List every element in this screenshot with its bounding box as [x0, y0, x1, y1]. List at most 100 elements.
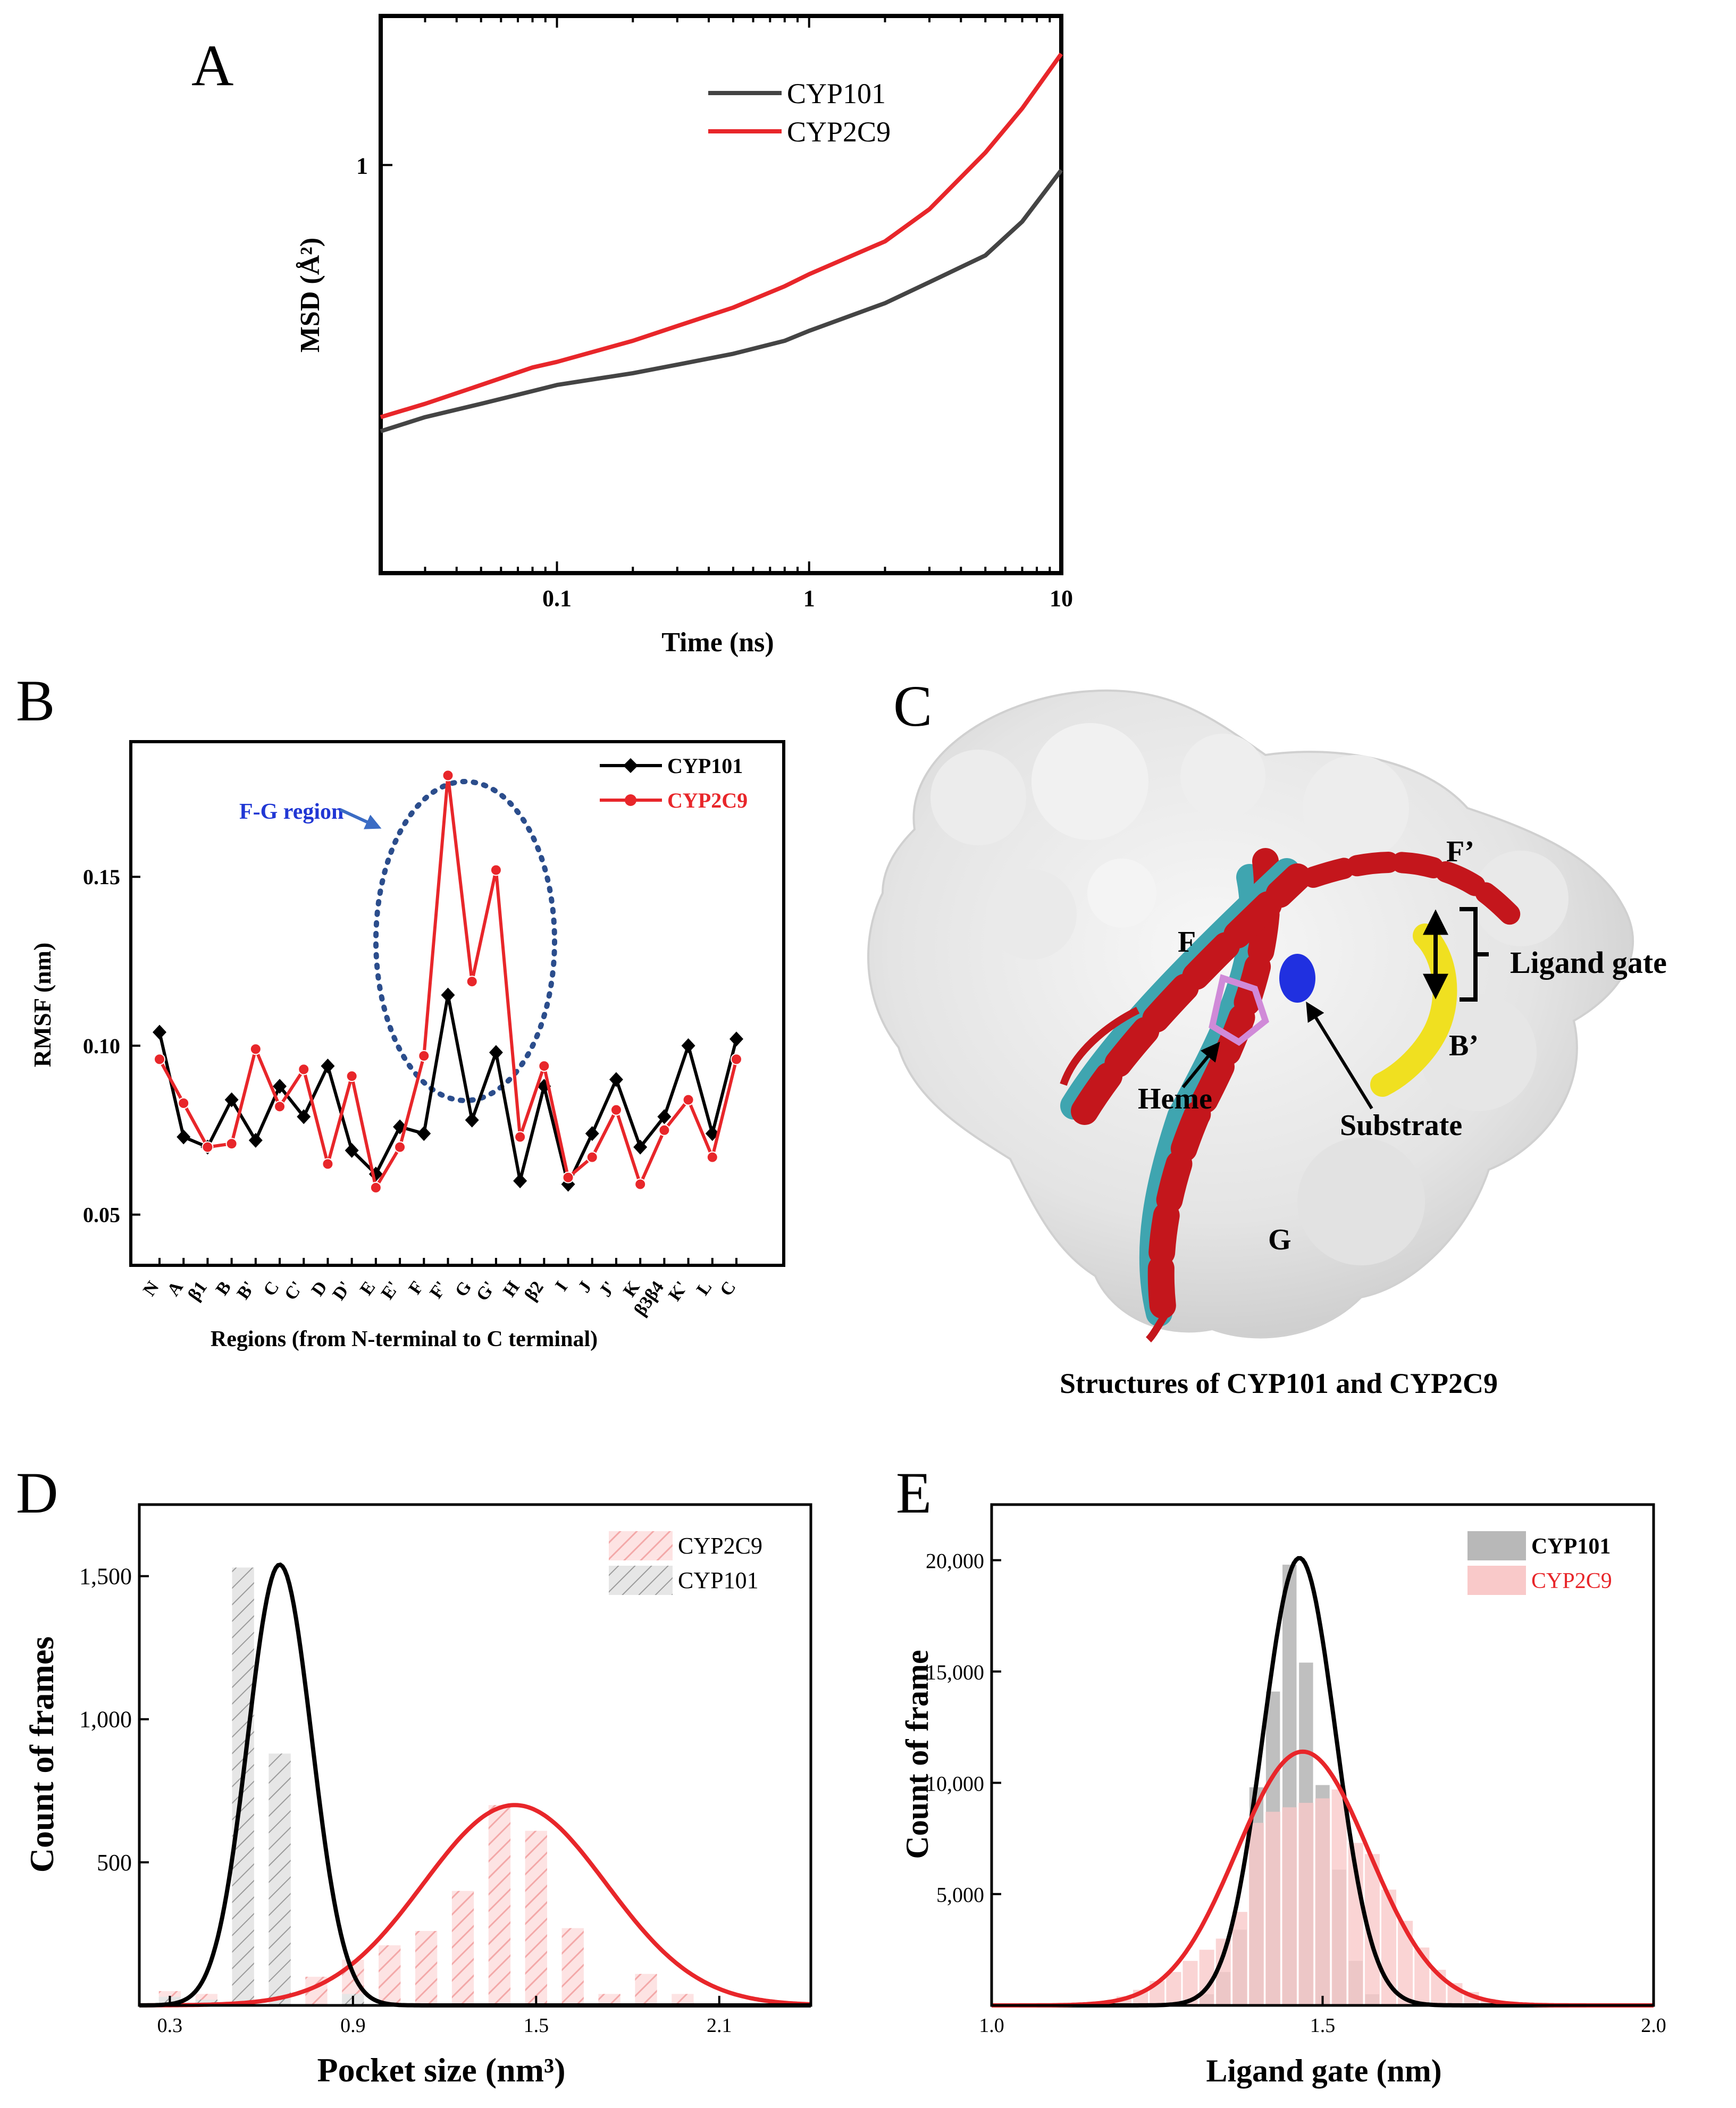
surface-bump: [1180, 734, 1265, 819]
ligand-gate-bracket: [1460, 907, 1489, 1002]
panel-c-label: C: [893, 674, 932, 738]
rmsf-point-cyp2c9: [298, 1063, 310, 1076]
legend-label-cyp101: CYP101: [667, 754, 743, 778]
panel-b-ylabel: RMSF (nm): [29, 943, 56, 1068]
panel-d-pocket-histogram: D 0.3 0.9 1.5 2.1 500 1,000 1,500 CYP2C9 CYP10…: [16, 1460, 812, 2089]
rmsf-point-cyp101: [729, 1031, 743, 1047]
x-tick-label: L: [693, 1278, 716, 1299]
rmsf-point-cyp2c9: [466, 976, 478, 988]
substrate-arrow: [1306, 1001, 1373, 1110]
hist-bar-cyp2c9: [672, 1994, 694, 2005]
y-tick-label: 0.15: [83, 865, 120, 889]
panel-e-ligand-gate-histogram: E 1.0 1.5 2.0 5,000 10,000 15,000 20,000 CYP10…: [896, 1460, 1666, 2088]
legend-swatch-cyp2c9: [1467, 1566, 1526, 1595]
rmsf-point-cyp2c9: [178, 1097, 190, 1109]
rmsf-point-cyp2c9: [731, 1053, 742, 1065]
rmsf-point-cyp101: [345, 1143, 359, 1158]
hist-bar-cyp2c9: [635, 1973, 657, 2005]
rmsf-point-cyp101: [321, 1059, 335, 1074]
x-tick-label: C: [259, 1278, 283, 1299]
helix-fprime-label: F’: [1446, 835, 1474, 868]
rmsf-point-cyp2c9: [658, 1124, 670, 1136]
x-tick-label: D': [329, 1278, 355, 1304]
y-tick-label: 500: [97, 1850, 132, 1876]
legend-label-cyp101: CYP101: [787, 78, 886, 110]
legend-label-cyp101: CYP101: [678, 1567, 759, 1593]
loop-left: [1060, 1006, 1140, 1086]
legend-label-cyp101: CYP101: [1531, 1534, 1611, 1559]
panel-d-bars: [158, 1567, 694, 2005]
surface-bump: [1087, 859, 1156, 928]
rmsf-point-cyp101: [513, 1173, 527, 1189]
y-tick-label: 0.05: [83, 1203, 120, 1227]
x-tick-label: β1: [184, 1278, 211, 1304]
rmsf-point-cyp2c9: [418, 1050, 430, 1062]
rmsf-point-cyp2c9: [634, 1178, 647, 1190]
gaussian-fit-cyp2c9: [139, 1803, 811, 2008]
rmsf-point-cyp101: [177, 1129, 191, 1145]
x-tick-label: G: [451, 1278, 475, 1300]
panel-d-xlabel: Pocket size (nm³): [317, 2051, 565, 2089]
msd-line-cyp2c9: [380, 52, 1063, 419]
x-tick-label: C: [716, 1278, 740, 1299]
panel-e-label: E: [896, 1460, 932, 1525]
y-tick-label: 20,000: [926, 1549, 984, 1573]
y-tick-label: 1: [356, 153, 368, 179]
rmsf-point-cyp101: [248, 1132, 263, 1148]
y-tick-label: 0.10: [83, 1034, 120, 1058]
helix-g-red: [1147, 848, 1281, 1332]
panel-d-legend: CYP2C9: [609, 1531, 762, 1560]
rmsf-point-cyp2c9: [225, 1138, 238, 1150]
rmsf-point-cyp101: [417, 1126, 431, 1141]
rmsf-point-cyp101: [465, 1112, 479, 1128]
substrate-blob: [1279, 954, 1315, 1003]
rmsf-point-cyp101: [441, 987, 455, 1003]
panel-e-bars: [1067, 1565, 1529, 2005]
x-tick-label: D: [308, 1278, 331, 1299]
heme-arrow: [1181, 1042, 1220, 1088]
rmsf-point-cyp2c9: [514, 1131, 526, 1143]
x-tick-label: E': [378, 1278, 404, 1303]
rmsf-point-cyp2c9: [610, 1104, 622, 1116]
legend-label-cyp2c9: CYP2C9: [678, 1533, 762, 1559]
surface-bump: [930, 750, 1026, 845]
panel-d-legend: CYP101: [609, 1566, 759, 1595]
panel-a-xlabel: Time (ns): [661, 627, 774, 658]
rmsf-point-cyp101: [585, 1126, 599, 1141]
panel-a-label: A: [191, 33, 233, 98]
x-tick-label: 1.0: [979, 2014, 1004, 2037]
x-tick-label: H: [499, 1278, 523, 1300]
panel-a-msd-chart: A 0.1 1 10 1 CYP101 CYP2C9 Time (ns) MSD (Å…: [191, 14, 1073, 658]
legend-swatch-cyp101: [609, 1566, 673, 1595]
surface-bump: [1473, 851, 1569, 946]
helix-fprime: [1303, 851, 1521, 925]
panel-b-xlabel: Regions (from N-terminal to C terminal): [211, 1327, 598, 1351]
x-tick-label: J': [596, 1278, 619, 1300]
rmsf-point-cyp101: [537, 1079, 551, 1094]
helix-f-label: F: [1178, 926, 1196, 959]
panel-b-label: B: [16, 668, 55, 733]
legend-label-cyp2c9: CYP2C9: [667, 788, 748, 812]
rmsf-point-cyp2c9: [442, 769, 454, 782]
hist-bar-cyp101: [269, 1753, 291, 2005]
x-tick-label: 0.1: [542, 585, 572, 611]
hist-bar-cyp2c9: [561, 1928, 584, 2005]
rmsf-point-cyp101: [153, 1024, 166, 1040]
hist-bar-cyp2c9: [379, 1945, 401, 2005]
hist-bar-cyp2c9: [415, 1931, 438, 2005]
rmsf-point-cyp101: [489, 1045, 503, 1060]
x-tick-label: 1: [803, 585, 815, 611]
rmsf-point-cyp2c9: [706, 1151, 718, 1163]
rmsf-point-cyp101: [633, 1139, 648, 1155]
rmsf-point-cyp101: [609, 1072, 623, 1087]
rmsf-point-cyp2c9: [274, 1101, 286, 1113]
y-tick-label: 10,000: [926, 1771, 984, 1795]
hist-bar-cyp2c9: [1331, 1789, 1347, 2005]
helix-ribbons: [1060, 848, 1521, 1342]
panel-a-lines: [380, 52, 1063, 433]
hist-bar-cyp2c9: [1265, 1811, 1281, 2005]
x-tick-label: B': [233, 1278, 259, 1303]
helix-g-label: G: [1268, 1223, 1291, 1256]
helix-f-red: [1071, 863, 1311, 1125]
